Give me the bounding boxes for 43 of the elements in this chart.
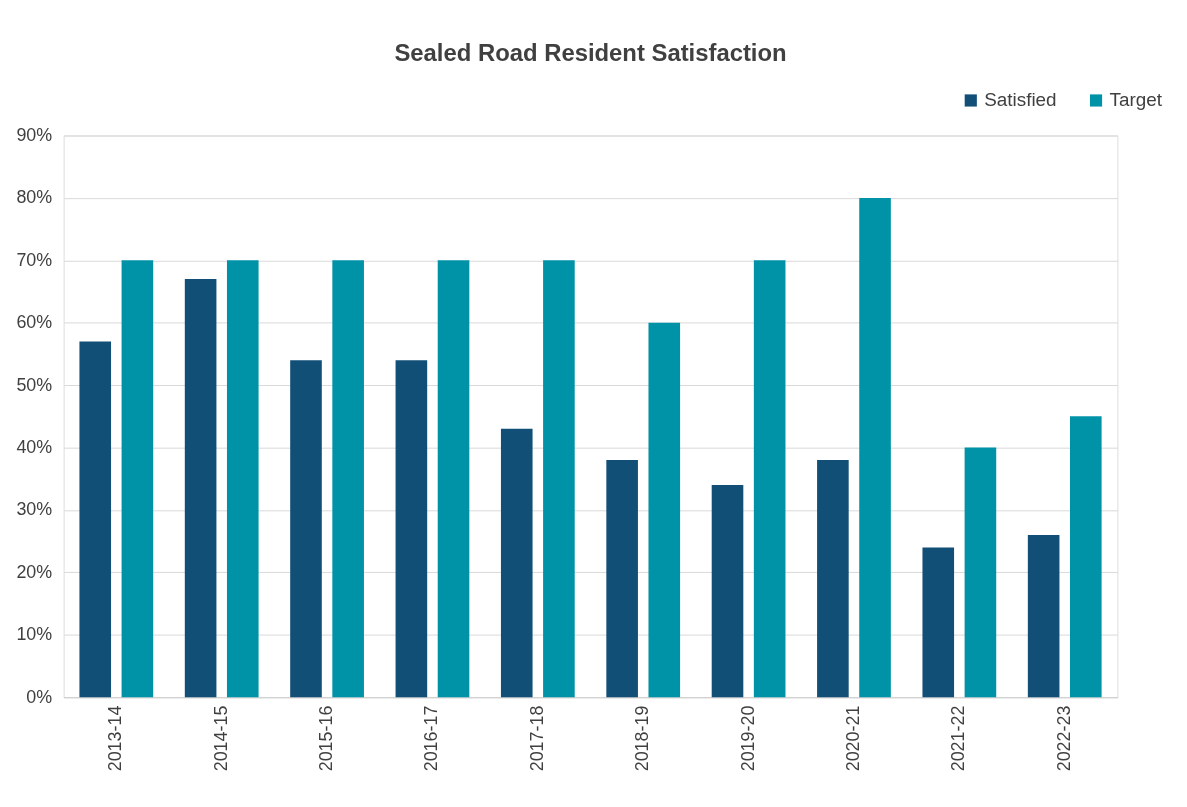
bar — [121, 260, 154, 698]
bar — [290, 360, 322, 698]
y-tick-label: 50% — [16, 374, 53, 395]
x-tick-label: 2020-21 — [842, 705, 863, 772]
x-tick-label: 2019-20 — [737, 705, 758, 772]
bar — [1069, 416, 1102, 698]
y-tick-label: 10% — [16, 624, 53, 645]
y-tick-label: 80% — [16, 187, 53, 208]
x-tick-label: 2022-23 — [1053, 705, 1074, 772]
bar — [543, 260, 575, 698]
bar — [922, 547, 955, 698]
x-tick-label: 2016-17 — [421, 705, 442, 772]
bar — [859, 197, 891, 698]
bar — [753, 260, 786, 698]
bar — [648, 322, 681, 698]
bar — [606, 460, 638, 698]
y-tick-label: 20% — [16, 561, 53, 582]
y-tick-label: 90% — [16, 124, 53, 145]
legend-label: Satisfied — [984, 89, 1057, 111]
x-tick-label: 2015-16 — [316, 705, 337, 772]
bar — [395, 360, 428, 698]
y-tick-label: 40% — [16, 437, 53, 458]
chart-title: Sealed Road Resident Satisfaction — [394, 38, 787, 66]
x-tick-label: 2018-19 — [632, 705, 653, 772]
bar — [711, 485, 744, 698]
y-tick-label: 70% — [16, 249, 53, 270]
bar — [79, 341, 112, 698]
bar — [184, 279, 217, 698]
x-tick-label: 2021-22 — [948, 705, 969, 772]
bar — [964, 447, 997, 698]
bar — [437, 260, 470, 698]
x-tick-label: 2013-14 — [105, 705, 126, 772]
bar — [226, 260, 259, 698]
x-tick-label: 2014-15 — [210, 705, 231, 772]
y-tick-label: 30% — [16, 499, 53, 520]
y-tick-label: 60% — [16, 312, 53, 333]
bar — [817, 460, 849, 698]
bar — [1027, 534, 1060, 698]
bar — [332, 260, 364, 698]
y-tick-label: 0% — [26, 686, 53, 707]
legend-label: Target — [1109, 89, 1163, 111]
bar — [500, 428, 533, 698]
x-tick-label: 2017-18 — [526, 705, 547, 772]
